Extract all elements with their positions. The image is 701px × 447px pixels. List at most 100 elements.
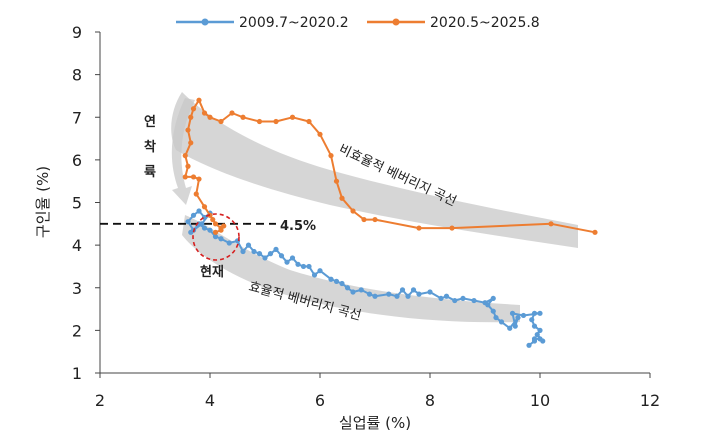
series-1-point (300, 263, 307, 270)
x-tick-label: 10 (530, 391, 550, 410)
series-1-point (534, 332, 540, 338)
series-2-point (273, 118, 279, 125)
series-2-point (188, 114, 194, 120)
y-tick-label: 7 (72, 108, 82, 127)
series-1-point (394, 293, 400, 299)
series-1-point (531, 323, 538, 329)
series-1-point (507, 325, 513, 331)
series-2-point (361, 216, 367, 223)
series-2-point (188, 140, 194, 146)
y-tick-label: 1 (72, 364, 82, 383)
series-1-point (537, 327, 543, 333)
series-2-point (212, 221, 219, 227)
series-1-point (339, 280, 345, 287)
series-1-point (256, 251, 263, 257)
legend-marker-series-1 (201, 18, 209, 26)
series-2-point (221, 223, 227, 229)
series-1-point (358, 287, 364, 293)
series-1-point (295, 261, 301, 267)
soft-landing-char-3: 륙 (144, 165, 156, 180)
series-1-point (273, 246, 279, 252)
series-1-point (350, 289, 356, 295)
series-1-point (405, 293, 411, 299)
series-1-point (509, 310, 516, 316)
series-2-point (201, 204, 208, 210)
series-1-point (427, 289, 433, 295)
series-1-point (460, 295, 466, 302)
y-tick-label: 6 (72, 151, 82, 170)
series-1-point (333, 278, 340, 284)
series-1-point (188, 229, 194, 235)
series-1-point (199, 221, 205, 227)
series-1-point (306, 263, 312, 270)
series-1-point (512, 323, 518, 329)
series-2-point (333, 178, 340, 184)
series-2-point (328, 153, 334, 159)
x-tick-label: 4 (205, 391, 215, 410)
series-1-point (201, 225, 208, 231)
series-2-point (201, 110, 208, 116)
series-2-point (289, 114, 296, 120)
series-1-point (267, 251, 274, 257)
series-2-point (317, 131, 323, 137)
y-tick-label: 5 (72, 194, 82, 213)
legend-label-series-1: 2009.7~2020.2 (239, 15, 349, 31)
series-1-point (493, 314, 499, 321)
x-tick-label: 8 (425, 391, 435, 410)
series-1-point (416, 291, 422, 297)
series-2-point (548, 221, 554, 227)
series-1-point (328, 276, 334, 282)
soft-landing-char-2: 착 (144, 139, 156, 155)
series-1-point (531, 310, 538, 316)
legend-marker-series-2 (392, 18, 400, 26)
series-2-point (218, 118, 224, 125)
series-1-point (207, 227, 213, 233)
series-1-point (520, 312, 527, 319)
series-1-point (438, 295, 444, 302)
legend-label-series-2: 2020.5~2025.8 (430, 15, 540, 31)
series-1-point (537, 310, 543, 316)
series-2-point (210, 216, 216, 223)
series-1-point (490, 295, 496, 302)
series-1-point (240, 248, 246, 255)
series-1-point (482, 300, 488, 306)
legend: 2009.7~2020.2 2020.5~2025.8 (176, 15, 540, 31)
series-1-point (289, 255, 296, 261)
y-tick-label: 4 (72, 236, 82, 255)
series-1-point (317, 268, 323, 274)
series-1-point (540, 338, 546, 344)
series-1-point (251, 248, 257, 255)
series-2-point (196, 97, 202, 103)
y-tick-label: 8 (72, 66, 82, 85)
inefficient-curve-band (171, 92, 578, 248)
series-2-point (190, 174, 197, 180)
series-2-point (193, 191, 199, 197)
series-2-point (306, 118, 312, 125)
series-2-point (416, 225, 422, 231)
series-1-point (190, 212, 197, 218)
current-position-circle (192, 213, 240, 261)
series-1-point (471, 297, 477, 304)
series-1-point (386, 291, 392, 297)
y-tick-label: 2 (72, 321, 82, 340)
series-2-point (207, 114, 213, 120)
series-1-point (196, 208, 202, 214)
x-tick-label: 12 (640, 391, 660, 410)
series-1-point (245, 242, 252, 248)
series-2-point (229, 110, 235, 116)
soft-landing-arrow (171, 98, 195, 205)
series-1-point (344, 285, 351, 291)
series-1-point (443, 293, 450, 299)
series-1-point (218, 236, 224, 242)
series-1-point (262, 255, 268, 261)
series-1-point (278, 253, 285, 259)
series-1-point (452, 297, 458, 304)
series-1-point (490, 308, 496, 314)
series-2-point (350, 208, 356, 214)
series-1-point (531, 336, 538, 342)
series-layer (182, 97, 598, 348)
series-2-point (182, 153, 188, 159)
soft-landing-char-1: 연 (144, 115, 156, 130)
series-2-point (218, 227, 224, 233)
